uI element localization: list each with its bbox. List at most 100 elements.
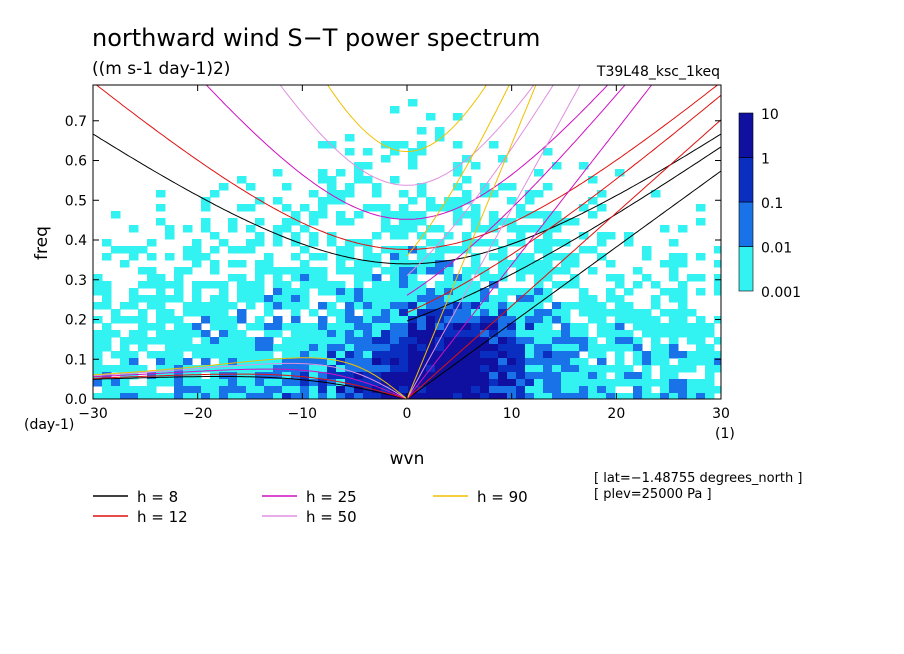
spectrum-cell xyxy=(372,330,382,338)
spectrum-cell xyxy=(273,225,283,233)
spectrum-cell xyxy=(570,337,580,345)
spectrum-cell xyxy=(534,246,544,254)
spectrum-cell xyxy=(138,295,148,303)
spectrum-cell xyxy=(372,260,382,268)
spectrum-cell xyxy=(345,134,355,142)
spectrum-cell xyxy=(183,393,193,399)
spectrum-cell xyxy=(453,337,463,345)
spectrum-cell xyxy=(570,260,580,268)
spectrum-cell xyxy=(570,330,580,338)
spectrum-cell xyxy=(183,323,193,331)
spectrum-cell xyxy=(255,372,265,380)
spectrum-cell xyxy=(462,211,472,219)
spectrum-cell xyxy=(93,288,103,296)
spectrum-cell xyxy=(354,393,364,399)
spectrum-cell xyxy=(183,246,193,254)
spectrum-cell xyxy=(444,267,454,275)
spectrum-cell xyxy=(588,176,598,184)
spectrum-cell xyxy=(138,309,148,317)
x-tick-label: 0 xyxy=(403,406,412,422)
spectrum-cell xyxy=(462,379,472,387)
spectrum-cell xyxy=(552,281,562,289)
spectrum-cell xyxy=(102,302,112,310)
spectrum-cell xyxy=(444,337,454,345)
spectrum-cell xyxy=(273,379,283,387)
spectrum-cell xyxy=(552,253,562,261)
spectrum-cell xyxy=(147,379,157,387)
spectrum-cell xyxy=(660,393,670,399)
spectrum-cell xyxy=(426,225,436,233)
spectrum-cell xyxy=(264,253,274,261)
spectrum-cell xyxy=(579,386,589,394)
spectrum-cell xyxy=(309,274,319,282)
spectrum-cell xyxy=(138,267,148,275)
spectrum-cell xyxy=(192,323,202,331)
spectrum-cell xyxy=(633,323,643,331)
spectrum-cell xyxy=(363,351,373,359)
spectrum-cell xyxy=(435,309,445,317)
spectrum-cell xyxy=(615,379,625,387)
spectrum-cell xyxy=(687,393,697,399)
spectrum-cell xyxy=(129,253,139,261)
spectrum-cell xyxy=(489,330,499,338)
spectrum-cell xyxy=(696,288,706,296)
spectrum-cell xyxy=(480,316,490,324)
spectrum-cell xyxy=(399,386,409,394)
spectrum-cell xyxy=(705,365,715,373)
spectrum-cell xyxy=(561,323,571,331)
spectrum-cell xyxy=(453,302,463,310)
spectrum-cell xyxy=(345,288,355,296)
spectrum-cell xyxy=(570,253,580,261)
spectrum-cell xyxy=(444,344,454,352)
spectrum-cell xyxy=(264,372,274,380)
spectrum-cell xyxy=(210,267,220,275)
spectrum-cell xyxy=(687,379,697,387)
spectrum-cell xyxy=(327,190,337,198)
spectrum-cell xyxy=(102,295,112,303)
spectrum-cell xyxy=(471,302,481,310)
spectrum-cell xyxy=(408,337,418,345)
spectrum-cell xyxy=(570,281,580,289)
spectrum-cell xyxy=(102,386,112,394)
spectrum-cell xyxy=(624,344,634,352)
spectrum-cell xyxy=(309,232,319,240)
spectrum-cell xyxy=(147,302,157,310)
spectrum-cell xyxy=(318,197,328,205)
spectrum-cell xyxy=(327,309,337,317)
spectrum-cell xyxy=(219,337,229,345)
spectrum-cell xyxy=(354,372,364,380)
spectrum-cell xyxy=(489,386,499,394)
spectrum-cell xyxy=(93,274,103,282)
spectrum-cell xyxy=(273,197,283,205)
spectrum-cell xyxy=(417,323,427,331)
spectrum-cell xyxy=(561,386,571,394)
spectrum-cell xyxy=(660,309,670,317)
spectrum-cell xyxy=(138,365,148,373)
spectrum-cell xyxy=(543,337,553,345)
spectrum-cell xyxy=(543,330,553,338)
spectrum-cell xyxy=(417,330,427,338)
spectrum-cell xyxy=(417,316,427,324)
dispersion-curve-h12-kelvin xyxy=(406,119,721,399)
spectrum-cell xyxy=(372,344,382,352)
spectrum-cell xyxy=(543,323,553,331)
spectrum-cell xyxy=(165,225,175,233)
spectrum-cell xyxy=(624,316,634,324)
spectrum-cell xyxy=(336,281,346,289)
spectrum-cell xyxy=(255,232,265,240)
spectrum-cell xyxy=(354,351,364,359)
spectrum-cell xyxy=(93,330,103,338)
spectrum-cell xyxy=(507,330,517,338)
spectrum-cell xyxy=(318,316,328,324)
spectrum-cell xyxy=(579,372,589,380)
spectrum-cell xyxy=(246,246,256,254)
spectrum-cell xyxy=(111,316,121,324)
spectrum-cell xyxy=(345,323,355,331)
spectrum-cell xyxy=(669,288,679,296)
spectrum-cell xyxy=(390,106,400,114)
spectrum-cell xyxy=(309,218,319,226)
spectrum-cell xyxy=(120,344,130,352)
spectrum-cell xyxy=(354,288,364,296)
spectrum-cell xyxy=(525,253,535,261)
spectrum-cell xyxy=(327,344,337,352)
